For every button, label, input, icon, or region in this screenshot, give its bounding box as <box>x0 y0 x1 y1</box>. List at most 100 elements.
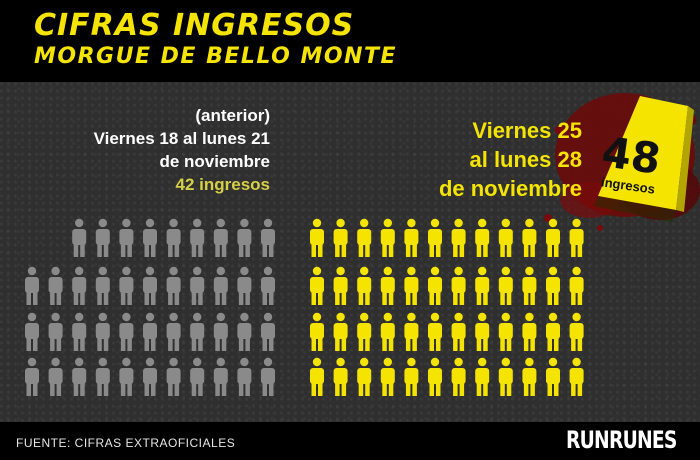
person-figure <box>72 218 87 257</box>
page-subtitle: MORGUE DE BELLO MONTE <box>34 44 398 69</box>
person-figure <box>143 218 157 257</box>
person-figure <box>237 357 252 396</box>
person-figure <box>569 266 584 305</box>
person-figure <box>428 218 442 257</box>
person-figure <box>569 357 584 396</box>
person-figure <box>475 312 490 351</box>
previous-label-line3: de noviembre <box>159 152 270 171</box>
person-figure <box>213 357 228 396</box>
current-label-line3: de noviembre <box>438 176 582 201</box>
current-label: Viernes 25 al lunes 28 de noviembre <box>322 116 582 203</box>
previous-label-line1: (anterior) <box>195 106 270 125</box>
marker-number: 48 <box>599 127 664 184</box>
person-figure <box>190 357 205 396</box>
person-figure <box>310 357 324 396</box>
person-figure <box>166 312 181 351</box>
person-figure <box>498 357 513 396</box>
person-figure <box>475 218 490 257</box>
person-figure <box>95 218 110 257</box>
person-figure <box>522 266 537 305</box>
person-figure <box>143 266 157 305</box>
person-figure <box>428 266 442 305</box>
marker-word: ingresos <box>600 174 656 196</box>
brand-logo: RUNRUNES <box>566 426 677 454</box>
person-figure <box>237 218 252 257</box>
person-figure <box>357 266 372 305</box>
person-figure <box>404 357 419 396</box>
person-figure <box>95 357 110 396</box>
person-figure <box>261 357 275 396</box>
person-figure <box>522 357 537 396</box>
person-figure <box>72 266 87 305</box>
person-figure <box>380 266 395 305</box>
person-figure <box>237 266 252 305</box>
previous-label-line2: Viernes 18 al lunes 21 <box>93 129 270 148</box>
header-bar <box>0 0 700 82</box>
person-figure <box>310 312 324 351</box>
person-figure <box>428 357 442 396</box>
person-figure <box>546 357 560 396</box>
person-figure <box>404 266 419 305</box>
person-figure <box>451 312 466 351</box>
person-figure <box>166 357 181 396</box>
person-figure <box>522 312 537 351</box>
person-figure <box>95 312 110 351</box>
person-figure <box>451 266 466 305</box>
person-figure <box>119 266 134 305</box>
person-figure <box>48 357 63 396</box>
person-figure <box>213 266 228 305</box>
person-figure <box>357 218 372 257</box>
person-figure <box>166 266 181 305</box>
person-figure <box>380 312 395 351</box>
current-figures <box>310 218 584 396</box>
person-figure <box>404 218 419 257</box>
person-figure <box>451 357 466 396</box>
person-figure <box>213 312 228 351</box>
person-figure <box>48 312 63 351</box>
person-figure <box>333 312 348 351</box>
person-figure <box>333 266 348 305</box>
person-figure <box>333 218 348 257</box>
person-figure <box>451 218 466 257</box>
person-figure <box>25 357 39 396</box>
person-figure <box>310 266 324 305</box>
page-title: CIFRAS INGRESOS <box>34 8 355 43</box>
person-figure <box>119 312 134 351</box>
person-figure <box>261 218 275 257</box>
person-figure <box>143 357 157 396</box>
person-figure <box>237 312 252 351</box>
person-figure <box>143 312 157 351</box>
person-figure <box>475 266 490 305</box>
evidence-marker <box>594 96 694 222</box>
person-figure <box>404 312 419 351</box>
previous-figures <box>25 218 275 396</box>
person-figure <box>546 266 560 305</box>
person-figure <box>119 357 134 396</box>
current-label-line2: al lunes 28 <box>469 147 582 172</box>
person-figure <box>569 312 584 351</box>
previous-count: 42 ingresos <box>175 175 271 194</box>
person-figure <box>95 266 110 305</box>
person-figure <box>261 312 275 351</box>
person-figure <box>546 218 560 257</box>
person-figure <box>428 312 442 351</box>
person-figure <box>190 312 205 351</box>
person-figure <box>72 357 87 396</box>
person-figure <box>357 312 372 351</box>
person-figure <box>380 357 395 396</box>
source-note: FUENTE: CIFRAS EXTRAOFICIALES <box>16 436 236 450</box>
footer-bar <box>0 422 700 460</box>
person-figure <box>25 266 39 305</box>
previous-label: (anterior) Viernes 18 al lunes 21 de nov… <box>10 104 270 196</box>
person-figure <box>522 218 537 257</box>
person-figure <box>498 218 513 257</box>
person-figure <box>546 312 560 351</box>
person-figure <box>333 357 348 396</box>
person-figure <box>498 312 513 351</box>
person-figure <box>261 266 275 305</box>
person-figure <box>72 312 87 351</box>
person-figure <box>475 357 490 396</box>
person-figure <box>380 218 395 257</box>
person-figure <box>213 218 228 257</box>
